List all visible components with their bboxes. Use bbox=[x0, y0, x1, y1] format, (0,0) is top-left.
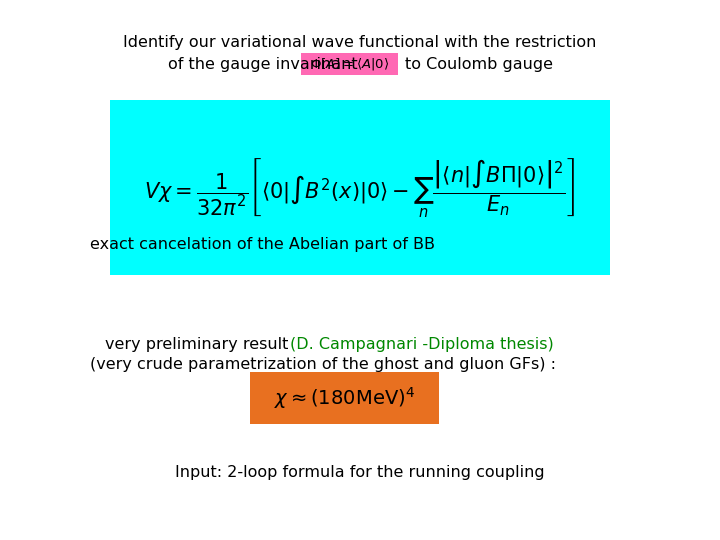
Text: $\Phi[A]=\langle A|0\rangle$: $\Phi[A]=\langle A|0\rangle$ bbox=[310, 56, 390, 72]
Text: very preliminary result: very preliminary result bbox=[105, 338, 294, 353]
Text: exact cancelation of the Abelian part of BB: exact cancelation of the Abelian part of… bbox=[90, 238, 435, 253]
Text: Input: 2-loop formula for the running coupling: Input: 2-loop formula for the running co… bbox=[175, 464, 545, 480]
Text: $V\chi = \dfrac{1}{32\pi^2}\left[\langle 0|\int B^2(x)|0\rangle - \sum_{n}\dfrac: $V\chi = \dfrac{1}{32\pi^2}\left[\langle… bbox=[145, 156, 575, 219]
Text: (very crude parametrization of the ghost and gluon GFs) :: (very crude parametrization of the ghost… bbox=[90, 357, 556, 373]
Text: (D. Campagnari -Diploma thesis): (D. Campagnari -Diploma thesis) bbox=[290, 338, 554, 353]
Text: of the gauge invarinant: of the gauge invarinant bbox=[168, 57, 358, 71]
FancyBboxPatch shape bbox=[110, 100, 610, 275]
Text: $\chi \approx (180\mathrm{MeV})^4$: $\chi \approx (180\mathrm{MeV})^4$ bbox=[274, 385, 415, 411]
Text: to Coulomb gauge: to Coulomb gauge bbox=[405, 57, 553, 71]
Text: Identify our variational wave functional with the restriction: Identify our variational wave functional… bbox=[123, 35, 597, 50]
FancyBboxPatch shape bbox=[301, 53, 398, 75]
FancyBboxPatch shape bbox=[250, 372, 439, 424]
